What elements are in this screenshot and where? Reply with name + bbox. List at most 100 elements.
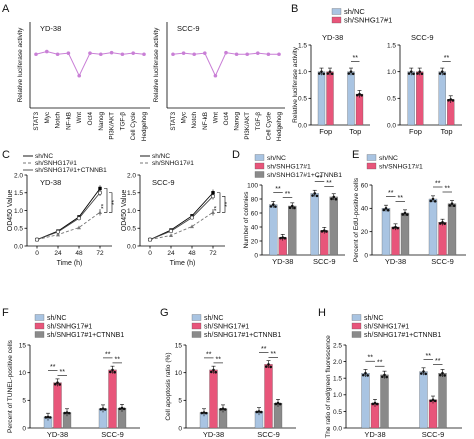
x-tick-label: 72 — [209, 250, 217, 257]
significance-label: ** — [101, 203, 108, 209]
significance-label: ** — [377, 360, 383, 367]
significance-bracket — [222, 196, 226, 213]
x-tick-label: Notch — [55, 112, 62, 129]
significance-label: ** — [445, 186, 451, 193]
x-tick-label: 48 — [188, 250, 196, 257]
significance-label: ** — [435, 358, 441, 365]
bar — [53, 382, 62, 429]
legend-swatch — [351, 314, 362, 321]
replicate-dot — [412, 72, 415, 76]
bar — [329, 196, 338, 256]
replicate-dot — [288, 206, 292, 210]
replicate-dot — [281, 236, 285, 239]
x-tick-label: Oct4 — [223, 112, 230, 126]
replicate-dot — [439, 222, 442, 225]
legend-swatch — [191, 322, 202, 330]
legend-label: sh/NC — [47, 315, 66, 322]
replicate-dot — [271, 203, 275, 206]
replicate-dot — [424, 372, 428, 376]
significance-label: ** — [50, 364, 56, 371]
bar — [400, 212, 410, 256]
legend-swatch — [351, 331, 362, 338]
replicate-dot — [283, 236, 287, 240]
legend-label: sh/SNHG17#1+CTNNB1 — [204, 332, 281, 339]
chart-title: SCC-9 — [152, 178, 175, 187]
legend-swatch — [351, 322, 362, 330]
x-tick-label: TGF-β — [119, 112, 126, 131]
replicate-dot — [290, 204, 294, 208]
replicate-dot — [200, 411, 204, 415]
replicate-dot — [267, 363, 270, 366]
x-tick-label: SCC-9 — [101, 430, 124, 439]
replicate-dot — [349, 70, 353, 73]
replicate-dot — [394, 225, 397, 229]
replicate-dot — [351, 72, 355, 76]
panel-c2-ytick-label: 0.5 — [127, 226, 136, 233]
data-point — [245, 52, 249, 57]
significance-label: ** — [326, 180, 332, 187]
x-tick-label: Hedgehog — [276, 112, 283, 142]
y-axis-label: The ratio of red/green fluorescence — [325, 335, 332, 438]
replicate-dot — [366, 374, 370, 377]
data-point — [56, 232, 60, 237]
data-point — [66, 51, 71, 55]
data-point — [99, 52, 103, 57]
series-line — [149, 211, 214, 241]
replicate-dot — [438, 72, 442, 75]
significance-label: ** — [111, 200, 118, 206]
panel-g-ytick-label: 5 — [178, 398, 182, 405]
panel-f-ytick-label: 0 — [22, 425, 26, 432]
significance-label: ** — [388, 190, 394, 197]
replicate-dot — [433, 399, 437, 403]
significance-label: ** — [398, 195, 404, 202]
significance-bracket — [104, 188, 108, 213]
x-tick-label: Top — [440, 127, 452, 136]
data-point — [45, 49, 49, 54]
series-line — [149, 195, 214, 241]
replicate-dot — [450, 202, 454, 205]
replicate-dot — [56, 381, 59, 384]
panel-e-ytick-label: 20 — [361, 229, 369, 236]
panel-b2-ytick-label: 0.0 — [387, 122, 396, 129]
replicate-dot — [293, 206, 296, 210]
panel-e-ytick-label: 60 — [361, 182, 369, 189]
x-tick-label: PI3K/AKT — [244, 112, 251, 140]
chart-title: YD-38 — [322, 33, 343, 42]
chart-title: YD-38 — [40, 178, 61, 187]
legend-label: sh/NC — [379, 155, 398, 162]
legend-swatch — [34, 322, 45, 330]
bar — [391, 226, 400, 256]
replicate-dot — [322, 72, 326, 76]
panel-h-ytick-label: 1.0 — [333, 392, 342, 399]
replicate-dot — [429, 399, 433, 403]
panel-e-ytick-label: 40 — [361, 206, 369, 213]
replicate-dot — [384, 207, 388, 210]
x-tick-label: SCC-9 — [431, 257, 454, 266]
panel-c2-ytick-label: 1.0 — [127, 208, 136, 215]
data-point — [55, 52, 60, 57]
legend-label: sh/SNHG17#1+CTNNB1 — [267, 172, 342, 179]
x-tick-label: PI3K/AKT — [109, 112, 116, 140]
panel-b1-ytick-label: 0.0 — [298, 122, 307, 129]
replicate-dot — [431, 197, 435, 201]
replicate-dot — [46, 415, 50, 419]
bar — [407, 71, 415, 126]
bar — [355, 93, 364, 126]
replicate-dot — [274, 205, 277, 208]
replicate-dot — [278, 402, 282, 406]
replicate-dot — [362, 373, 365, 377]
data-point — [77, 73, 81, 78]
x-tick-label: 24 — [167, 250, 175, 257]
significance-label: ** — [224, 201, 231, 207]
panel-h-ytick-label: 0.0 — [333, 425, 342, 432]
panel-c1-ytick-label: 1.5 — [14, 190, 23, 197]
legend-label: sh/NC — [267, 155, 286, 162]
replicate-dot — [381, 375, 384, 379]
data-point — [181, 51, 186, 55]
replicate-dot — [276, 401, 280, 405]
replicate-dot — [318, 72, 321, 75]
replicate-dot — [449, 98, 453, 101]
replicate-dot — [204, 411, 208, 415]
legend-label: sh/NC — [364, 315, 383, 322]
data-point — [171, 52, 175, 57]
